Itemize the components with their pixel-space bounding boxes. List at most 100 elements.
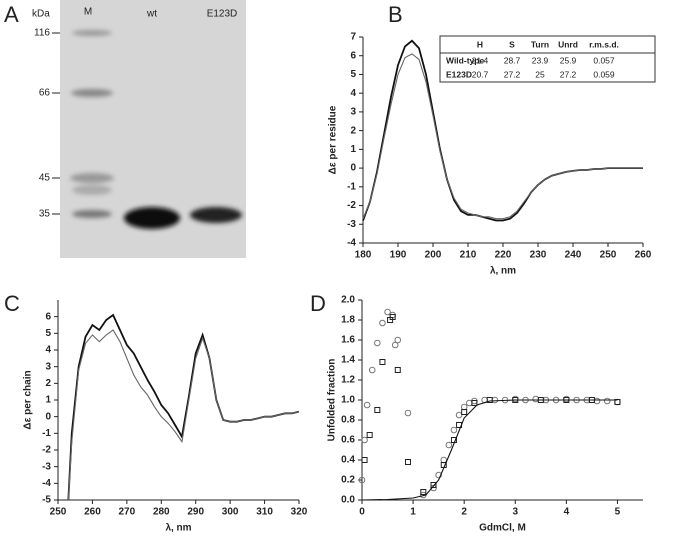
series-line	[67, 329, 300, 501]
x-tick-label: 310	[256, 507, 273, 518]
y-tick-label: 0.2	[341, 475, 355, 486]
point	[374, 407, 381, 413]
x-tick-label: 290	[187, 507, 204, 518]
x-tick-label: 210	[460, 250, 477, 261]
table-cell: 25	[535, 69, 545, 79]
x-tick-label: 5	[615, 507, 621, 518]
x-tick-label: 230	[530, 250, 547, 261]
point	[450, 426, 458, 434]
point	[379, 359, 386, 365]
gel-unit: kDa	[32, 9, 50, 20]
series-line	[362, 53, 643, 220]
x-tick-label: 260	[635, 250, 652, 261]
x-axis-title: GdmCl, M	[479, 523, 526, 534]
x-tick-label: 190	[390, 250, 407, 261]
point	[440, 456, 448, 464]
table-cell: 27.2	[504, 69, 521, 79]
marker-label: 66	[39, 88, 51, 99]
table-header: H	[477, 39, 483, 49]
table-cell: 0.059	[593, 69, 615, 79]
point	[404, 409, 412, 417]
point	[430, 482, 437, 488]
y-tick-label: -3	[347, 219, 356, 230]
x-tick-label: 220	[495, 250, 512, 261]
marker-label: 116	[34, 28, 50, 39]
y-tick-label: 0	[45, 411, 51, 422]
y-tick-label: 0	[350, 163, 356, 174]
point	[366, 432, 373, 438]
point	[389, 314, 396, 320]
table-header: S	[509, 39, 515, 49]
y-tick-label: 0.0	[341, 495, 355, 506]
y-tick-label: 4	[350, 88, 356, 99]
marker-label: 35	[39, 209, 51, 220]
series-line	[361, 399, 618, 501]
x-axis-title: λ, nm	[490, 266, 516, 277]
x-tick-label: 180	[355, 250, 372, 261]
y-tick-label: 1	[45, 395, 51, 406]
y-tick-label: -1	[42, 428, 51, 439]
y-tick-label: 5	[350, 69, 356, 80]
y-tick-label: 6	[45, 311, 51, 322]
point	[361, 436, 368, 444]
point	[394, 336, 402, 344]
y-tick-label: 0.6	[341, 435, 355, 446]
point	[391, 341, 399, 349]
x-tick-label: 300	[222, 507, 239, 518]
panel-label: B	[388, 2, 403, 27]
panel-label: A	[4, 2, 19, 27]
table-box	[439, 35, 656, 83]
x-tick-label: 3	[512, 507, 518, 518]
y-tick-label: 5	[45, 328, 51, 339]
point	[471, 400, 478, 406]
x-tick-label: 260	[84, 507, 101, 518]
table-cell: E123D	[446, 69, 472, 79]
point	[435, 471, 442, 479]
y-tick-label: 7	[350, 32, 356, 43]
y-tick-label: 1.8	[341, 315, 355, 326]
table-header: Unrd	[558, 39, 578, 49]
x-tick-label: 200	[425, 250, 442, 261]
y-axis-title: Unfolded fraction	[327, 359, 338, 442]
lane-label: M	[84, 7, 92, 18]
gel-bands	[70, 30, 242, 229]
y-tick-label: -3	[42, 461, 51, 472]
point	[394, 367, 401, 373]
point	[593, 397, 601, 405]
point	[532, 395, 540, 403]
point	[455, 411, 463, 419]
y-axis-title: Δε per residue	[328, 105, 339, 174]
y-tick-label: 3	[350, 107, 356, 118]
y-tick-label: 2	[350, 125, 356, 136]
y-tick-label: 1.6	[341, 335, 355, 346]
x-tick-label: 240	[565, 250, 582, 261]
table-cell: 23.9	[532, 55, 549, 65]
point	[486, 397, 493, 403]
x-tick-label: 1	[410, 507, 416, 518]
point	[445, 441, 453, 449]
table-cell: 28.7	[504, 55, 521, 65]
point	[461, 409, 468, 415]
y-axis-title: Δε per chain	[23, 370, 34, 429]
point	[491, 396, 499, 404]
table-header: r.m.s.d.	[589, 39, 619, 49]
table-cell: 20.7	[472, 69, 489, 79]
y-tick-label: 1	[350, 144, 356, 155]
table-cell: 0.057	[593, 55, 615, 65]
y-tick-label: 2	[45, 378, 51, 389]
y-tick-label: -5	[42, 495, 51, 506]
point	[368, 366, 376, 374]
table-header: Turn	[531, 39, 549, 49]
point	[420, 489, 427, 495]
x-tick-label: 0	[359, 507, 365, 518]
x-tick-label: 250	[50, 507, 67, 518]
y-tick-label: -1	[347, 181, 356, 192]
x-tick-label: 4	[564, 507, 570, 518]
x-tick-label: 250	[600, 250, 617, 261]
x-tick-label: 280	[153, 507, 170, 518]
y-tick-label: 0.8	[341, 415, 355, 426]
y-tick-label: 0.4	[341, 455, 355, 466]
point	[460, 403, 468, 411]
y-tick-label: 4	[45, 345, 51, 356]
x-tick-label: 2	[461, 507, 467, 518]
